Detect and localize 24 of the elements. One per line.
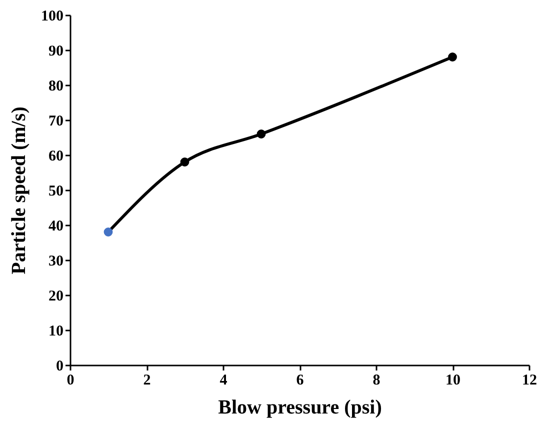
y-tick-label: 80 [48, 78, 64, 94]
y-tick-label: 90 [48, 44, 64, 60]
x-tick-label: 10 [446, 372, 460, 388]
point [448, 52, 457, 62]
y-tick-label: 100 [41, 8, 64, 24]
point [104, 228, 113, 236]
y-axis-title: Particle speed (m/s) [8, 106, 30, 274]
y-tick-label: 40 [48, 218, 64, 234]
y-tick-label: 20 [48, 288, 64, 304]
y-tick-label: 60 [48, 148, 64, 164]
y-tick-label: 50 [48, 184, 64, 200]
x-tick-label: 0 [66, 372, 74, 388]
point [256, 130, 266, 138]
x-axis-title: Blow pressure (psi) [218, 396, 382, 418]
x-tick-label: 8 [372, 372, 380, 388]
y-tick-label: 70 [48, 114, 64, 130]
x-tick-label: 6 [296, 372, 304, 388]
x-tick-label: 12 [522, 372, 537, 388]
y-tick-label: 10 [48, 324, 64, 340]
y-tick-label: 30 [48, 254, 64, 270]
x-tick-label: 4 [220, 372, 228, 388]
y-tick-label: 0 [56, 358, 64, 374]
x-tick-label: 2 [143, 372, 151, 388]
point [180, 158, 190, 166]
